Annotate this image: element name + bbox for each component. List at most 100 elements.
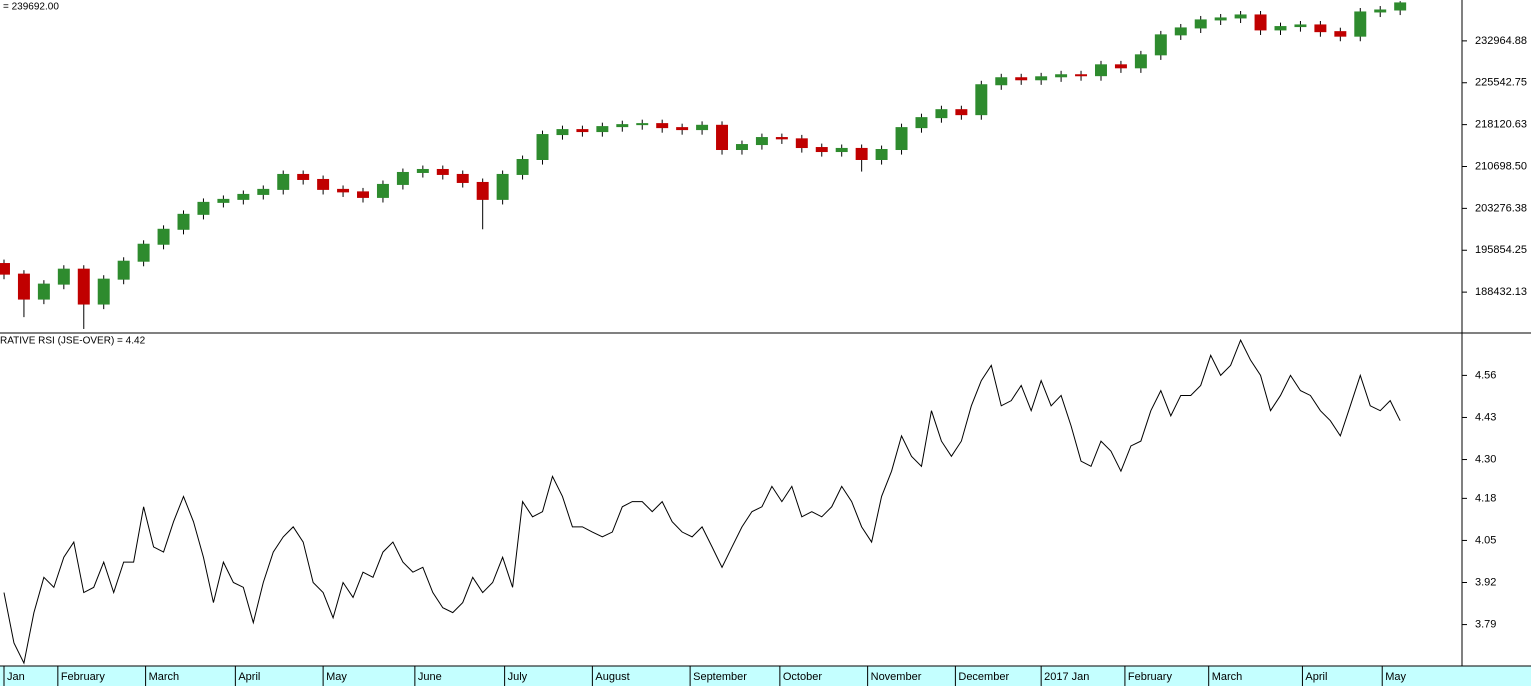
candle-body [975,84,988,116]
candle-body [935,109,948,119]
candle-body [1035,76,1048,81]
candle-body [57,268,70,285]
time-axis-bar [0,666,1531,686]
y-tick-label: 3.79 [1475,618,1496,630]
candle-body [77,268,90,305]
x-tick-label: March [1212,671,1243,683]
candle-body [257,188,270,195]
candle-body [197,201,210,215]
candle-body [376,183,389,198]
y-tick-label: 4.30 [1475,453,1496,465]
candle-body [795,138,808,149]
candle-body [37,283,50,300]
candle-body [1194,19,1207,29]
y-tick-label: 195854.25 [1475,244,1527,256]
candle-body [1394,2,1407,11]
candle-body [755,137,768,146]
candle-body [1254,14,1267,31]
candle-body [436,168,449,175]
candle-body [496,173,509,200]
candle-body [696,124,709,131]
candle-body [815,147,828,153]
candle-body [835,147,848,153]
candle-body [1334,31,1347,37]
candle-body [596,126,609,133]
candle-body [955,109,968,116]
rsi-title: RATIVE RSI (JSE-OVER) = 4.42 [0,336,146,347]
candle-body [0,263,10,275]
y-tick-label: 188432.13 [1475,286,1527,298]
rsi-line [3,338,1401,665]
price-title: = 239692.00 [3,2,59,13]
candle-body [616,124,629,128]
candle-body [137,243,150,262]
candle-body [1314,24,1327,33]
x-tick-label: October [783,671,822,683]
candle-body [177,213,190,230]
candle-body [775,137,788,140]
candle-body [217,198,230,203]
x-tick-label: July [508,671,528,683]
candle-body [97,278,110,305]
y-tick-label: 3.92 [1475,576,1496,588]
candle-body [297,173,310,180]
candle-body [476,181,489,200]
x-tick-label: Jan [7,671,25,683]
candle-body [357,191,369,198]
y-tick-label: 4.43 [1475,411,1496,423]
x-tick-label: June [418,671,442,683]
candle-body [1114,64,1127,69]
candle-body [337,188,350,193]
candle-body [1374,9,1387,13]
candle-body [1075,74,1088,77]
candle-body [416,168,429,173]
candle-body [1055,74,1068,78]
x-tick-label: September [693,671,747,683]
candle-body [676,127,689,131]
y-tick-label: 210698.50 [1475,160,1527,172]
candle-body [1274,26,1287,31]
candle-body [656,123,669,129]
candle-body [895,127,908,151]
y-tick-label: 4.05 [1475,534,1496,546]
candle-body [1154,34,1167,56]
candle-body [17,273,30,300]
candle-body [536,134,549,160]
candle-body [317,178,330,190]
candle-body [1134,54,1147,69]
candle-body [716,124,729,151]
candle-body [237,193,250,200]
y-tick-label: 4.56 [1475,369,1496,381]
candle-body [277,173,290,190]
candle-body [1294,24,1307,28]
x-tick-label: May [1385,671,1406,683]
x-tick-label: May [326,671,347,683]
candle-body [636,123,649,126]
candle-body [1015,77,1028,81]
x-tick-label: April [1305,671,1327,683]
y-tick-label: 203276.38 [1475,202,1527,214]
x-tick-label: April [238,671,260,683]
candle-body [855,147,868,160]
candle-body [117,260,130,280]
candle-body [516,158,529,175]
x-tick-label: November [871,671,922,683]
candle-body [157,228,170,245]
x-tick-label: August [595,671,629,683]
candle-body [556,129,569,136]
candle-body [1214,17,1227,21]
candle-body [396,171,409,185]
candle-body [915,117,928,129]
x-tick-label: February [1128,671,1173,683]
candle-body [576,129,589,133]
x-tick-label: 2017 Jan [1044,671,1089,683]
y-tick-label: 225542.75 [1475,77,1527,89]
x-tick-label: March [149,671,180,683]
y-tick-label: 232964.88 [1475,35,1527,47]
candle-body [875,149,888,160]
x-tick-label: December [958,671,1009,683]
candle-body [456,173,469,183]
candle-body [995,77,1008,86]
